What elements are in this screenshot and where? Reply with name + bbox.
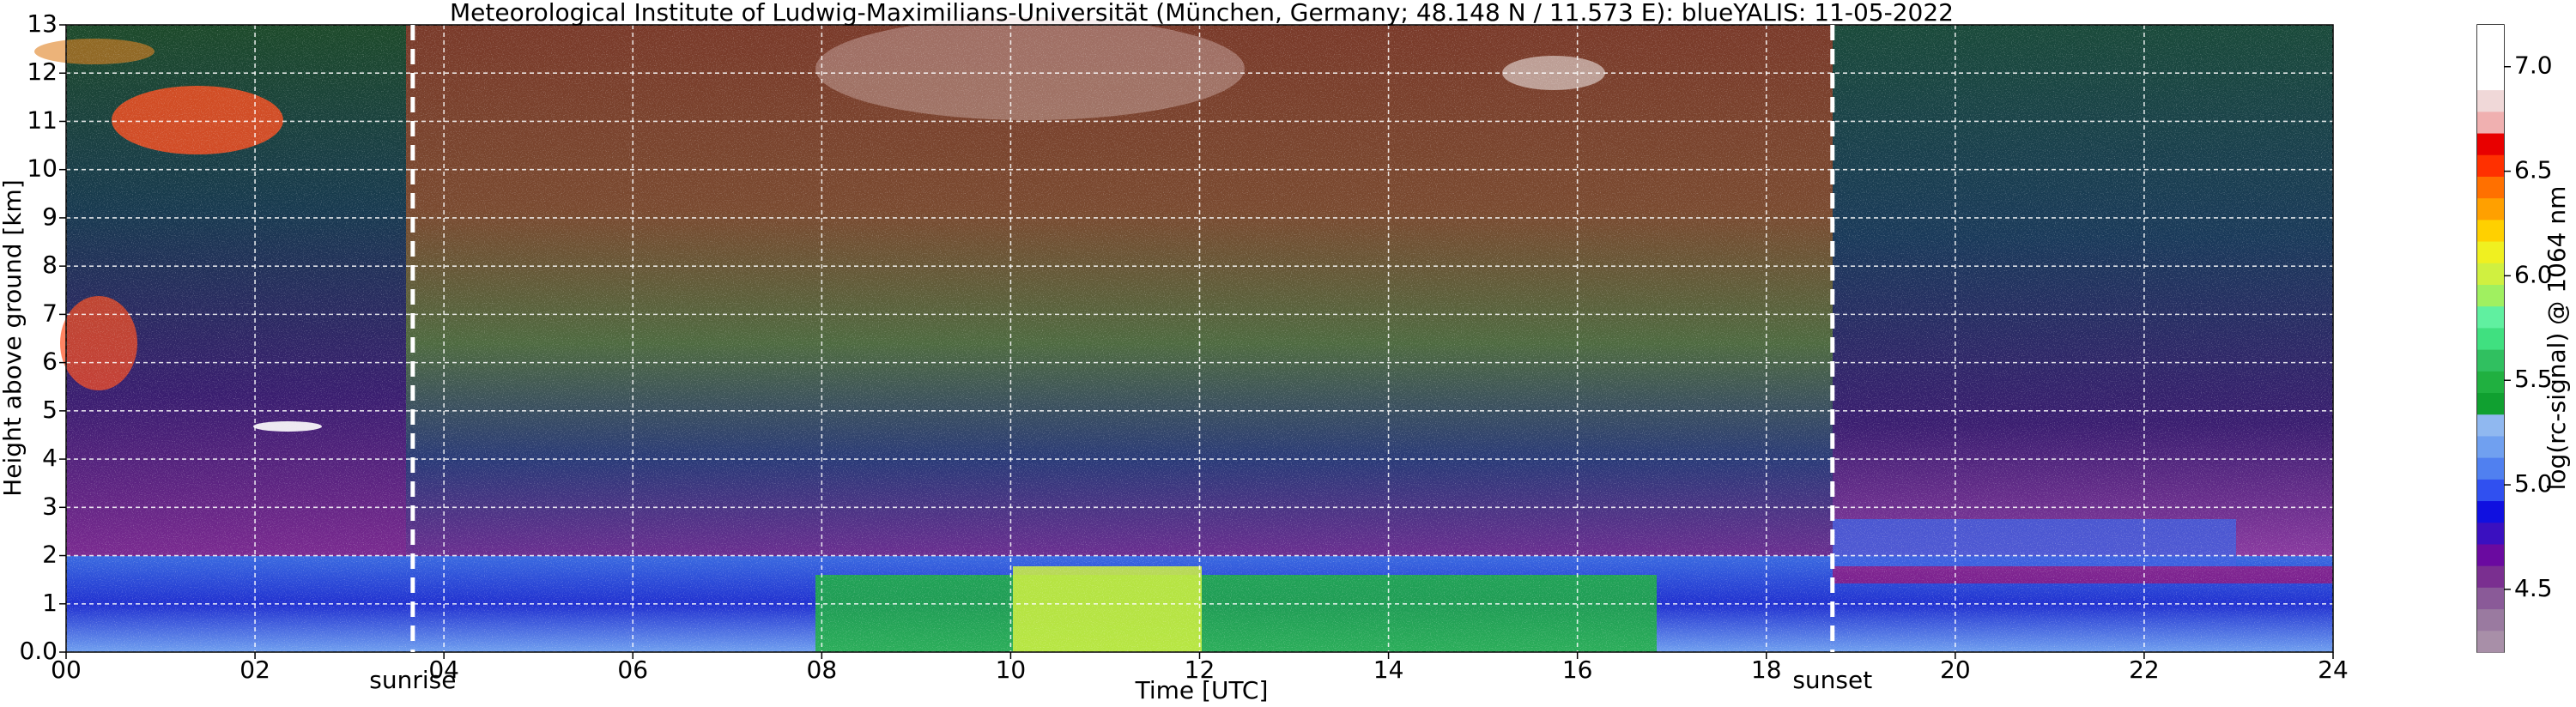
x-tick-label: 20 — [1940, 656, 1971, 684]
colorbar-band — [2477, 435, 2504, 458]
y-tick-label: 13 — [27, 9, 58, 38]
y-tick-label: 6 — [42, 347, 58, 376]
colorbar-band — [2477, 111, 2504, 134]
colorbar-band — [2477, 68, 2504, 91]
y-tick-label: 4 — [42, 444, 58, 472]
heatmap-field — [34, 17, 2333, 652]
y-tick-label: 7 — [42, 299, 58, 327]
colorbar-band — [2477, 349, 2504, 372]
colorbar-band — [2477, 587, 2504, 610]
annotation-label: sunset — [1792, 666, 1872, 694]
x-tick-label: 18 — [1751, 656, 1782, 684]
colorbar-band — [2477, 608, 2504, 631]
colorbar-band — [2477, 46, 2504, 69]
x-tick-label: 22 — [2129, 656, 2160, 684]
y-tick-label: 11 — [27, 106, 58, 134]
colorbar-band — [2477, 630, 2504, 653]
y-tick-label: 2 — [42, 541, 58, 569]
x-tick-label: 00 — [51, 656, 82, 684]
x-tick-label: 24 — [2318, 656, 2349, 684]
colorbar-tick-label: 7.0 — [2514, 51, 2553, 80]
colorbar-band — [2477, 25, 2504, 47]
x-tick-label: 14 — [1373, 656, 1404, 684]
x-tick-label: 04 — [428, 656, 459, 684]
x-tick-label: 10 — [996, 656, 1027, 684]
colorbar-tick-label: 5.0 — [2514, 469, 2553, 498]
colorbar-band — [2477, 154, 2504, 177]
y-tick-label: 0.0 — [19, 637, 58, 665]
y-tick-label: 10 — [27, 154, 58, 183]
colorbar-tick-label: 4.5 — [2514, 574, 2553, 602]
colorbar-band — [2477, 133, 2504, 155]
y-tick-label: 1 — [42, 589, 58, 617]
colorbar-band — [2477, 479, 2504, 502]
colorbar-band — [2477, 414, 2504, 437]
colorbar-band — [2477, 543, 2504, 566]
colorbar-band — [2477, 284, 2504, 307]
chart-title: Meteorological Institute of Ludwig-Maxim… — [450, 0, 1954, 27]
annotation-label: sunrise — [369, 666, 456, 694]
colorbar-band — [2477, 457, 2504, 480]
y-tick-label: 9 — [42, 202, 58, 231]
y-tick-label: 8 — [42, 251, 58, 279]
x-axis-label: Time [UTC] — [1135, 676, 1269, 704]
x-tick-label: 08 — [807, 656, 838, 684]
colorbar-band — [2477, 327, 2504, 350]
colorbar-band — [2477, 565, 2504, 588]
x-tick-label: 12 — [1185, 656, 1215, 684]
colorbar-band — [2477, 305, 2504, 329]
colorbar-band — [2477, 392, 2504, 415]
colorbar-band — [2477, 263, 2504, 285]
colorbar-band — [2477, 219, 2504, 242]
x-tick-label: 02 — [239, 656, 270, 684]
colorbar-band — [2477, 241, 2504, 263]
y-axis-label: Height above ground [km] — [0, 179, 27, 497]
y-tick-label: 3 — [42, 492, 58, 520]
colorbar-tick-label: 5.5 — [2514, 365, 2553, 393]
colorbar-tick-label: 6.0 — [2514, 260, 2553, 288]
x-tick-label: 16 — [1562, 656, 1593, 684]
y-tick-label: 12 — [27, 57, 58, 86]
colorbar-tick-label: 6.5 — [2514, 156, 2553, 184]
colorbar-band — [2477, 500, 2504, 523]
colorbar-band — [2477, 522, 2504, 545]
colorbar-label: log(rc-signal) @ 1064 nm — [2543, 186, 2571, 491]
y-tick-label: 5 — [42, 396, 58, 424]
colorbar-band — [2477, 89, 2504, 112]
colorbar-band — [2477, 176, 2504, 199]
colorbar-band — [2477, 371, 2504, 394]
colorbar-band — [2477, 197, 2504, 221]
x-tick-label: 06 — [617, 656, 648, 684]
